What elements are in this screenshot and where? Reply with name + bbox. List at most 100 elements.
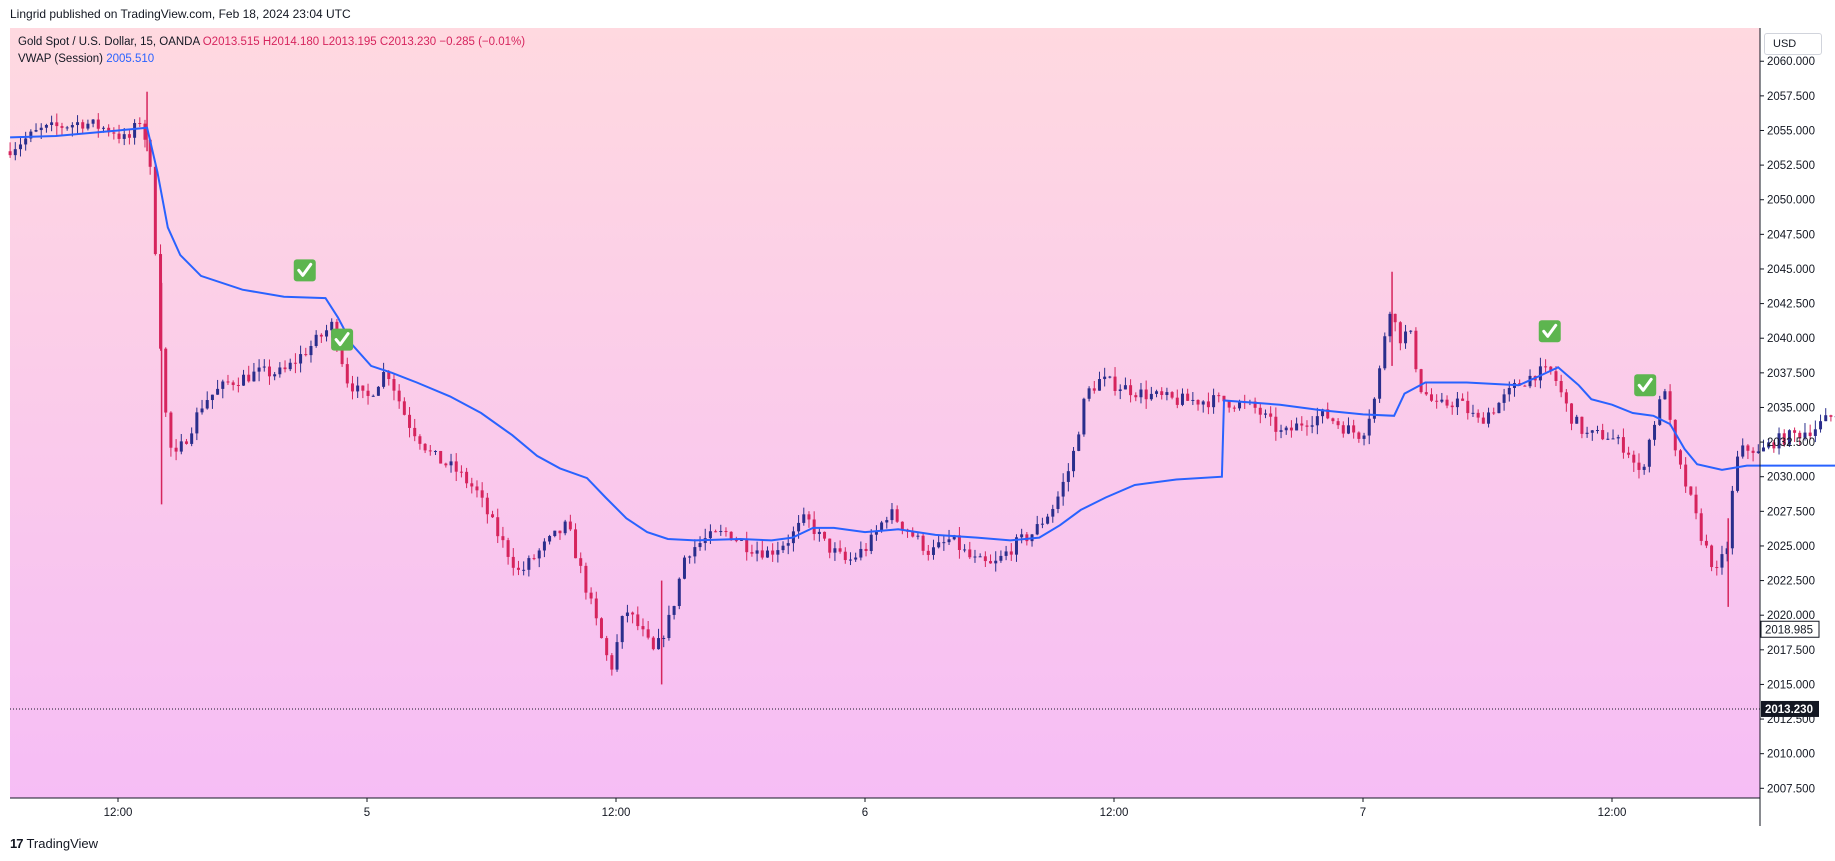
candle-body xyxy=(127,134,131,138)
candle-body xyxy=(1046,516,1050,524)
candle-body xyxy=(558,530,562,534)
price-tick-label: 2050.000 xyxy=(1767,195,1815,207)
price-labels: 2018.985 2013.230 xyxy=(1760,620,1820,717)
candle-body xyxy=(1756,451,1760,453)
candle-body xyxy=(1637,462,1641,470)
candle-body xyxy=(1212,395,1216,408)
candle-body xyxy=(599,618,603,639)
candle-body xyxy=(459,471,463,473)
candle-body xyxy=(1507,387,1511,395)
price-tick-label: 2007.500 xyxy=(1767,783,1815,795)
candle-body xyxy=(1538,366,1542,381)
checkmark-icon xyxy=(1634,374,1657,397)
candle-body xyxy=(1767,442,1771,448)
candle-body xyxy=(682,557,686,579)
top-bar: Lingrid published on TradingView.com, Fe… xyxy=(0,0,1835,28)
candle-body xyxy=(496,517,500,537)
price-axis-background xyxy=(1760,28,1835,826)
candle-body xyxy=(1367,418,1371,436)
candle-body xyxy=(1653,424,1657,440)
candle-body xyxy=(501,536,505,541)
candle-body xyxy=(288,362,292,370)
candle-body xyxy=(1673,419,1677,451)
candle-body xyxy=(1295,423,1299,431)
candle-body xyxy=(1466,400,1470,414)
candle-body xyxy=(1429,394,1433,401)
legend-high: H2014.180 xyxy=(262,36,320,48)
candle-body xyxy=(874,530,878,535)
candle-body xyxy=(340,346,344,365)
candle-body xyxy=(688,556,692,558)
candle-body xyxy=(973,556,977,558)
candle-body xyxy=(1803,432,1807,438)
candle-body xyxy=(1689,486,1693,495)
candle-body xyxy=(527,558,531,570)
price-tick-label: 2032.500 xyxy=(1767,437,1815,449)
candle-body xyxy=(86,123,90,129)
candle-body xyxy=(1782,433,1786,445)
candle-body xyxy=(1777,433,1781,449)
candle-body xyxy=(1056,496,1060,509)
candle-body xyxy=(1476,412,1480,418)
candle-body xyxy=(299,354,303,364)
candle-body xyxy=(1414,330,1418,370)
candle-body xyxy=(563,521,567,534)
candle-body xyxy=(1186,393,1190,401)
price-tick-label: 2047.500 xyxy=(1767,229,1815,241)
candle-body xyxy=(491,514,495,518)
time-axis[interactable]: 12:00512:00612:00712:00812:00912:001212:… xyxy=(104,798,1835,819)
legend-vwap-value: 2005.510 xyxy=(106,53,155,65)
candle-body xyxy=(350,383,354,392)
candle-body xyxy=(1020,534,1024,538)
candle-body xyxy=(159,254,163,349)
candle-body xyxy=(44,124,48,128)
candle-body xyxy=(1404,331,1408,344)
price-tick-label: 2040.000 xyxy=(1767,333,1815,345)
candle-body xyxy=(1149,393,1153,400)
candle-body xyxy=(1523,385,1527,387)
candle-body xyxy=(366,390,370,396)
candle-body xyxy=(662,638,666,640)
candle-body xyxy=(1129,385,1133,396)
candle-body xyxy=(1191,399,1195,401)
price-tick-label: 2057.500 xyxy=(1767,91,1815,103)
price-axis[interactable]: 2007.500 2010.000 2012.500 2015.000 2017.500… xyxy=(1760,56,1815,795)
candle-body xyxy=(869,534,873,552)
candle-body xyxy=(740,539,744,541)
candle-body xyxy=(164,348,168,413)
candle-body xyxy=(304,354,308,356)
candle-body xyxy=(1134,395,1138,398)
candle-body xyxy=(895,509,899,522)
candle-body xyxy=(1595,430,1599,432)
candle-body xyxy=(1481,417,1485,424)
candle-body xyxy=(864,548,868,552)
candle-body xyxy=(65,127,69,129)
candle-body xyxy=(833,548,837,553)
candle-body xyxy=(361,385,365,391)
last-price-label-box xyxy=(1761,700,1819,717)
candle-body xyxy=(449,461,453,466)
candles-layer xyxy=(8,113,1835,676)
publisher-line: Lingrid published on TradingView.com, Fe… xyxy=(10,7,351,21)
candle-body xyxy=(926,550,930,555)
candle-body xyxy=(511,556,515,568)
candle-body xyxy=(672,606,676,615)
vwap-line[interactable] xyxy=(10,126,1835,627)
price-tick-label: 2020.000 xyxy=(1767,610,1815,622)
candle-body xyxy=(1715,567,1719,569)
candle-body xyxy=(1357,432,1361,439)
candle-body xyxy=(1808,432,1812,436)
candle-body xyxy=(610,655,614,670)
candle-body xyxy=(221,381,225,389)
candle-body xyxy=(96,119,100,129)
candle-body xyxy=(1658,399,1662,425)
candle-body xyxy=(1813,429,1817,436)
candle-body xyxy=(1699,513,1703,541)
candle-body xyxy=(532,558,536,560)
currency-selector[interactable]: USD xyxy=(1764,33,1822,55)
time-tick-label: 12:00 xyxy=(602,807,631,819)
candle-body xyxy=(1793,430,1797,433)
candle-body xyxy=(957,535,961,550)
candle-body xyxy=(1725,548,1729,555)
